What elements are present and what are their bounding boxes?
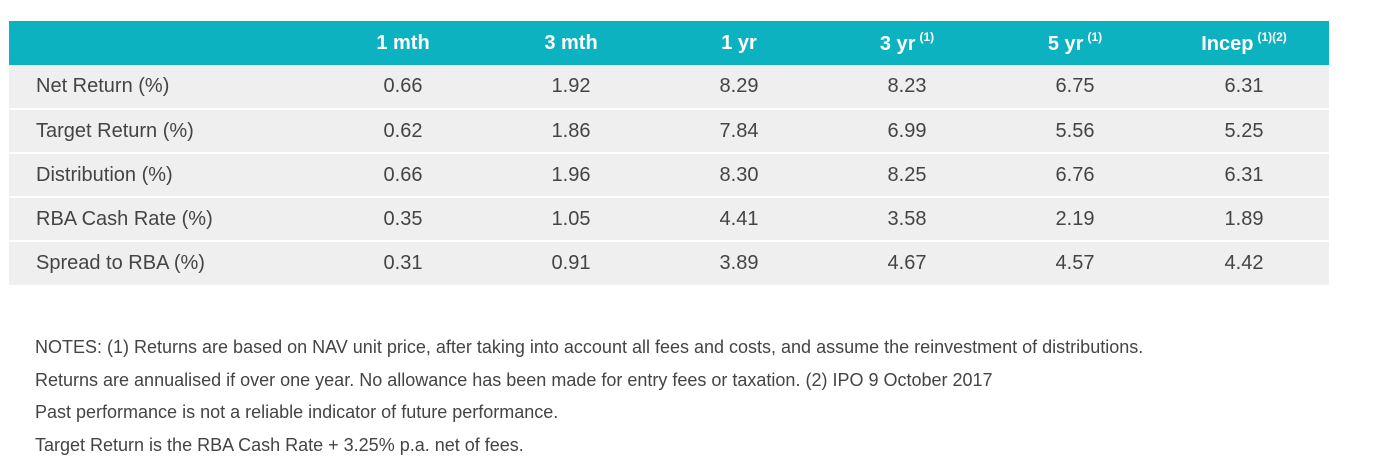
table-cell: 6.75 xyxy=(1055,75,1095,97)
table-row-spread-to-rba: Spread to RBA (%) 0.31 0.91 3.89 4.67 4.… xyxy=(9,241,1329,285)
table-cell: 8.29 xyxy=(719,75,759,97)
table-cell: 5.56 xyxy=(1055,119,1095,142)
row-label: Distribution (%) xyxy=(36,163,173,186)
header-corner xyxy=(9,21,319,65)
table-cell: 1.96 xyxy=(551,163,591,186)
table-cell: 8.23 xyxy=(887,75,927,97)
table-cell: 6.31 xyxy=(1224,75,1264,97)
table-header-row: 1 mth 3 mth 1 yr 3 yr (1) 5 yr (1) Incep (1… xyxy=(9,21,1329,65)
header-label: 5 yr xyxy=(1047,33,1084,55)
table-row-target-return: Target Return (%) 0.62 1.86 7.84 6.99 5.… xyxy=(9,109,1329,153)
table-cell: 0.66 xyxy=(383,163,423,186)
performance-table: 1 mth 3 mth 1 yr 3 yr (1) 5 yr (1) Incep (1… xyxy=(9,21,1329,285)
header-label: 3 yr xyxy=(879,33,916,55)
table-cell: 3.58 xyxy=(887,207,927,230)
table-row-net-return: Net Return (%) 0.66 1.92 8.29 8.23 6.75 … xyxy=(9,65,1329,109)
table-cell: 2.19 xyxy=(1055,207,1095,230)
header-footnote-ref: (1) xyxy=(919,30,935,44)
table-cell: 1.86 xyxy=(551,119,591,142)
header-5-yr: 5 yr (1) xyxy=(991,21,1159,65)
performance-table-container: 1 mth 3 mth 1 yr 3 yr (1) 5 yr (1) Incep (1… xyxy=(9,21,1329,285)
row-label: Target Return (%) xyxy=(36,119,194,142)
table-cell: 0.31 xyxy=(383,252,423,274)
table-cell: 1.92 xyxy=(551,75,591,97)
notes-line: Returns are annualised if over one year.… xyxy=(35,369,993,390)
table-cell: 0.62 xyxy=(383,119,423,142)
header-1-mth: 1 mth xyxy=(319,21,487,65)
table-row-distribution: Distribution (%) 0.66 1.96 8.30 8.25 6.7… xyxy=(9,153,1329,197)
header-label: 3 mth xyxy=(544,31,598,54)
table-cell: 1.89 xyxy=(1224,207,1264,230)
table-cell: 7.84 xyxy=(719,119,759,142)
table-cell: 5.25 xyxy=(1224,119,1264,142)
header-1-yr: 1 yr xyxy=(655,21,823,65)
header-footnote-ref: (1) xyxy=(1087,30,1103,44)
table-cell: 4.41 xyxy=(719,207,759,230)
notes-section: NOTES: (1) Returns are based on NAV unit… xyxy=(35,331,1375,461)
table-row-rba-cash-rate: RBA Cash Rate (%) 0.35 1.05 4.41 3.58 2.… xyxy=(9,197,1329,241)
notes-line: Target Return is the RBA Cash Rate + 3.2… xyxy=(35,434,524,455)
table-cell: 8.30 xyxy=(719,163,759,186)
header-label: Incep xyxy=(1201,33,1254,55)
header-inception: Incep (1)(2) xyxy=(1159,21,1329,65)
table-cell: 0.35 xyxy=(383,207,423,230)
header-label: 1 mth xyxy=(376,31,430,54)
table-cell: 6.31 xyxy=(1224,163,1264,186)
table-cell: 8.25 xyxy=(887,163,927,186)
notes-line: NOTES: (1) Returns are based on NAV unit… xyxy=(35,337,1144,357)
header-3-yr: 3 yr (1) xyxy=(823,21,991,65)
table-cell: 6.76 xyxy=(1055,163,1095,186)
header-label: 1 yr xyxy=(721,31,757,54)
table-cell: 0.91 xyxy=(551,252,591,274)
table-cell: 4.67 xyxy=(887,252,927,274)
header-3-mth: 3 mth xyxy=(487,21,655,65)
row-label: Net Return (%) xyxy=(36,75,170,97)
row-label: RBA Cash Rate (%) xyxy=(36,207,213,230)
notes-line: Past performance is not a reliable indic… xyxy=(35,402,559,422)
table-cell: 3.89 xyxy=(719,252,759,274)
header-footnote-ref: (1)(2) xyxy=(1257,30,1287,44)
table-cell: 4.57 xyxy=(1055,252,1095,274)
table-cell: 6.99 xyxy=(887,119,927,142)
table-cell: 1.05 xyxy=(551,207,591,230)
table-cell: 0.66 xyxy=(383,75,423,97)
row-label: Spread to RBA (%) xyxy=(36,252,205,274)
table-cell: 4.42 xyxy=(1224,252,1264,274)
